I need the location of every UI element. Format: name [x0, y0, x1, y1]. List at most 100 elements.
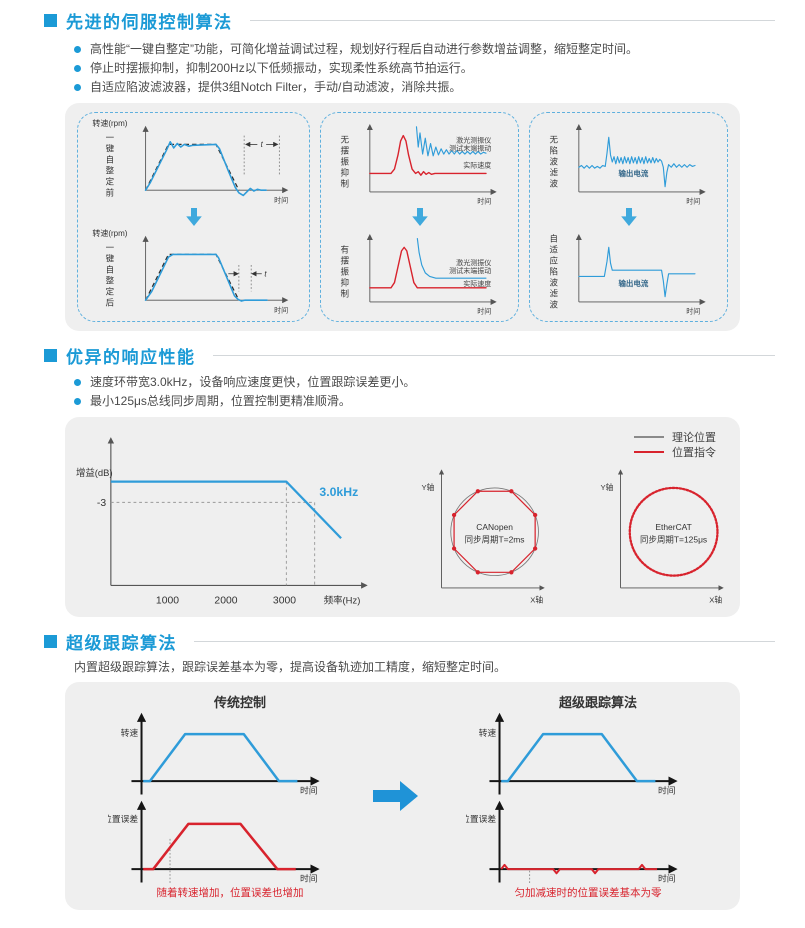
error-note: 匀加减速时的位置误差基本为零 — [514, 887, 662, 899]
traditional-control-column: 传统控制 转速 时间 位置误差 时间 随着转速增加，位置误差也增加 — [71, 692, 363, 900]
tracking-error-chart: 位置误差 时间 — [466, 800, 678, 884]
response-performance-panel: 增益(dB) -3 3.0kHz 1000 2000 3000 频率(Hz) 理… — [65, 417, 740, 617]
speed-profile — [501, 732, 656, 783]
bullet-dot-icon — [74, 398, 81, 405]
command-circle — [628, 486, 719, 577]
x-axis-label: X轴 — [531, 595, 544, 605]
legend-row-command: 位置指令 — [634, 444, 716, 459]
target-profile-line — [144, 253, 240, 301]
laser-label-line2: 测试末端振动 — [449, 266, 491, 275]
bullet-dot-icon — [74, 379, 81, 386]
position-error-curve — [500, 863, 658, 875]
time-label: 时间 — [274, 305, 288, 314]
bullet-item: 自适应陷波滤波器，提供3组Notch Filter，手动/自动滤波，消除共振。 — [74, 78, 775, 97]
target-profile-line — [144, 143, 240, 191]
bullet-dot-icon — [74, 46, 81, 53]
chart-vertical-label: 无摆振抑制 — [339, 134, 350, 190]
heading-square-icon — [44, 14, 57, 27]
speed-curve — [144, 253, 268, 302]
gain-axis-label: 增益(dB) — [76, 467, 113, 478]
column-title: 传统控制 — [213, 695, 266, 710]
end-vibration-curve — [416, 237, 487, 279]
error-axis-label: 位置误差 — [108, 813, 138, 824]
cycle-label: 同步周期T=2ms — [465, 535, 525, 545]
position-error-curve — [143, 822, 296, 871]
chart-vertical-label: 有摆振抑制 — [339, 244, 350, 300]
actual-speed-curve — [368, 134, 487, 176]
section-title: 优异的响应性能 — [66, 348, 196, 367]
legend-label: 位置指令 — [672, 446, 716, 459]
notch-filter-box: 无陷波滤波 输出电流 时间 自适应陷波滤波 — [529, 112, 729, 322]
tick-2000: 2000 — [214, 595, 237, 606]
error-axis-label: 位置误差 — [466, 813, 496, 824]
bullet-item: 最小125μs总线同步周期，位置控制更精准顺滑。 — [74, 392, 775, 411]
ethercat-chart: Y轴 X轴 EtherCAT 同步周期T=125μs — [601, 469, 725, 605]
chart-no-suppression: 无摆振抑制 激光测振仪 测试末端振动 实际速度 时间 — [336, 118, 504, 206]
with-suppression-plot: 激光测振仪 测试末端振动 实际速度 时间 — [366, 233, 497, 315]
tracking-algorithm-panel: 传统控制 转速 时间 位置误差 时间 随着转速增加，位置误差也增加 超级跟踪算法 — [65, 682, 740, 910]
speed-axis-label: 转速 — [121, 727, 139, 738]
down-arrow-icon — [185, 208, 202, 226]
theory-circle — [450, 487, 540, 577]
section-title: 超级跟踪算法 — [66, 634, 177, 653]
chart-adaptive-notch: 自适应陷波滤波 输出电流 时间 — [545, 228, 713, 316]
theory-line-swatch — [634, 435, 664, 438]
minus3-label: -3 — [97, 498, 106, 509]
bullet-text: 速度环带宽3.0kHz，设备响应速度更快，位置跟踪误差更小。 — [90, 375, 416, 389]
tracking-speed-chart: 转速 时间 — [479, 712, 678, 796]
bullet-text: 最小125μs总线同步周期，位置控制更精准顺滑。 — [90, 394, 351, 408]
end-vibration-curve — [415, 126, 487, 157]
output-current-label: 输出电流 — [618, 278, 648, 288]
gain-curve — [110, 480, 342, 540]
chart-after-tuning: 转速(rpm) 一键自整定后 t 时间 — [92, 228, 295, 316]
chart-before-tuning: 转速(rpm) 一键自整定前 t 时间 — [92, 118, 295, 206]
no-suppression-plot: 激光测振仪 测试末端振动 实际速度 时间 — [366, 123, 497, 205]
canopen-chart: Y轴 X轴 CANopen 同步周期T=2ms — [422, 469, 546, 605]
adaptive-notch-plot: 输出电流 时间 — [575, 233, 706, 315]
sync-charts-area: 理论位置 位置指令 Y轴 X轴 CANope — [392, 425, 730, 609]
bullet-item: 高性能“一键自整定”功能，可简化增益调试过程，规划好行程后自动进行参数增益调整，… — [74, 40, 775, 59]
bullet-text: 自适应陷波滤波器，提供3组Notch Filter，手动/自动滤波，消除共振。 — [90, 80, 462, 94]
chart-vertical-label: 一键自整定后 — [104, 243, 115, 309]
output-current-curve — [577, 136, 696, 188]
servo-algorithm-panel: 转速(rpm) 一键自整定前 t 时间 — [65, 103, 740, 331]
legend-label: 理论位置 — [672, 431, 716, 444]
before-tuning-plot: t 时间 — [142, 125, 289, 204]
right-arrow-icon — [373, 781, 418, 811]
actual-speed-label: 实际速度 — [463, 279, 491, 288]
chart-no-notch: 无陷波滤波 输出电流 时间 — [545, 118, 713, 206]
time-label: 时间 — [658, 873, 676, 884]
error-note: 随着转速增加，位置误差也增加 — [156, 887, 304, 899]
bandwidth-label: 3.0kHz — [319, 485, 358, 499]
y-axis-label: Y轴 — [601, 482, 614, 492]
cycle-label: 同步周期T=125μs — [640, 535, 707, 545]
legend-row-theory: 理论位置 — [634, 429, 716, 444]
bullet-text: 高性能“一键自整定”功能，可简化增益调试过程，规划好行程后自动进行参数增益调整，… — [90, 42, 638, 56]
time-label: 时间 — [686, 306, 700, 315]
t-label: t — [261, 140, 264, 149]
super-tracking-column: 超级跟踪算法 转速 时间 位置误差 时间 匀加减速时的位置误差基本为零 — [429, 692, 721, 900]
heading-rule — [212, 355, 775, 356]
traditional-speed-chart: 转速 时间 — [121, 712, 320, 796]
chart-with-suppression: 有摆振抑制 激光测振仪 测试末端振动 实际速度 时间 — [336, 228, 504, 316]
protocol-name: CANopen — [477, 522, 514, 532]
actual-speed-curve — [368, 246, 487, 289]
speed-curve — [144, 140, 267, 197]
tracking-description: 内置超级跟踪算法，跟踪误差基本为零，提高设备轨迹加工精度，缩短整定时间。 — [74, 660, 507, 674]
bandwidth-chart: 增益(dB) -3 3.0kHz 1000 2000 3000 频率(Hz) — [76, 437, 368, 606]
output-current-label: 输出电流 — [618, 168, 648, 178]
speed-profile — [143, 732, 298, 783]
time-label: 时间 — [477, 196, 491, 205]
y-axis-label: Y轴 — [422, 482, 435, 492]
time-label: 时间 — [274, 195, 288, 204]
section-header-tracking: 超级跟踪算法 — [44, 629, 775, 654]
bullet-item: 停止时摆振抑制，抑制200Hz以下低频振动，实现柔性系统高节拍运行。 — [74, 59, 775, 78]
servo-bullet-list: 高性能“一键自整定”功能，可简化增益调试过程，规划好行程后自动进行参数增益调整，… — [74, 40, 775, 97]
command-vertex-dots — [452, 489, 538, 575]
after-tuning-plot: t 时间 — [142, 235, 289, 314]
section-title: 先进的伺服控制算法 — [66, 13, 233, 32]
command-line-swatch — [634, 450, 664, 453]
freq-axis-label: 频率(Hz) — [324, 594, 361, 605]
bullet-item: 速度环带宽3.0kHz，设备响应速度更快，位置跟踪误差更小。 — [74, 373, 775, 392]
